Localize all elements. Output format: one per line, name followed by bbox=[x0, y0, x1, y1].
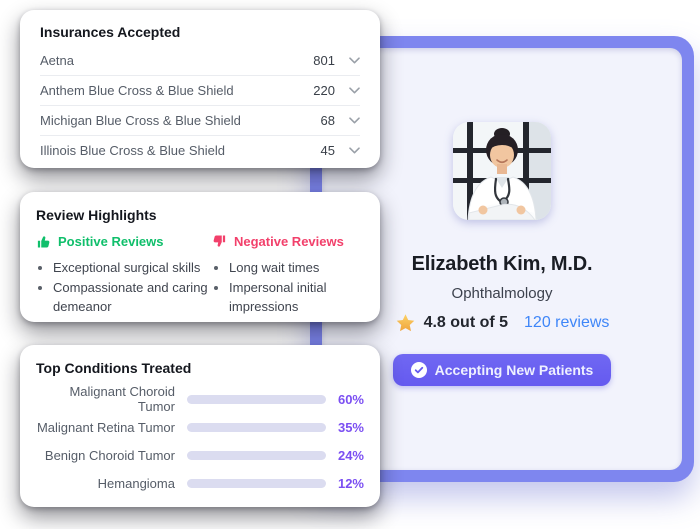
condition-percent: 12% bbox=[337, 475, 364, 491]
reviews-link[interactable]: 120 reviews bbox=[524, 314, 610, 331]
insurance-name: Anthem Blue Cross & Blue Shield bbox=[40, 83, 234, 98]
thumbs-down-icon bbox=[213, 235, 226, 247]
positive-review-list: Exceptional surgical skills Compassionat… bbox=[36, 258, 212, 317]
condition-percent: 24% bbox=[337, 447, 364, 463]
insurance-row-michigan[interactable]: Michigan Blue Cross & Blue Shield 68 bbox=[40, 105, 360, 135]
insurances-accepted-card: Insurances Accepted Aetna 801 Anthem Blu… bbox=[20, 10, 380, 168]
review-columns: Positive Reviews Exceptional surgical sk… bbox=[36, 234, 364, 317]
rating-value: 4.8 out of 5 bbox=[423, 314, 509, 331]
check-circle-icon bbox=[410, 362, 427, 378]
chevron-down-icon[interactable] bbox=[349, 56, 360, 64]
insurances-title: Insurances Accepted bbox=[40, 24, 181, 40]
negative-review-item: Impersonal initial impressions bbox=[229, 278, 364, 317]
condition-row: Benign Choroid Tumor 24% bbox=[36, 441, 364, 469]
top-conditions-title: Top Conditions Treated bbox=[36, 360, 192, 376]
thumbs-up-icon bbox=[37, 236, 50, 248]
condition-row: Malignant Choroid Tumor 60% bbox=[36, 384, 364, 414]
positive-reviews-label: Positive Reviews bbox=[58, 234, 164, 249]
condition-percent: 35% bbox=[337, 419, 364, 435]
profile-card: Elizabeth Kim, M.D. Ophthalmology 4.8 ou… bbox=[322, 48, 682, 470]
insurance-name: Illinois Blue Cross & Blue Shield bbox=[40, 143, 225, 158]
condition-label: Benign Choroid Tumor bbox=[44, 447, 175, 463]
positive-review-item: Exceptional surgical skills bbox=[53, 258, 212, 278]
insurance-row-aetna[interactable]: Aetna 801 bbox=[40, 45, 360, 75]
insurance-count: 801 bbox=[313, 52, 335, 68]
negative-reviews-label: Negative Reviews bbox=[234, 234, 344, 249]
rating-row: 4.8 out of 5 120 reviews bbox=[395, 313, 610, 333]
insurance-row-illinois[interactable]: Illinois Blue Cross & Blue Shield 45 bbox=[40, 135, 360, 165]
doctor-photo-illustration bbox=[453, 122, 551, 220]
insurance-row-anthem[interactable]: Anthem Blue Cross & Blue Shield 220 bbox=[40, 75, 360, 105]
positive-reviews-header: Positive Reviews bbox=[36, 234, 212, 249]
accepting-new-patients-button[interactable]: Accepting New Patients bbox=[392, 354, 612, 386]
chevron-down-icon[interactable] bbox=[349, 147, 360, 154]
insurance-count: 68 bbox=[320, 113, 335, 128]
insurance-list: Aetna 801 Anthem Blue Cross & Blue Shiel… bbox=[40, 45, 360, 165]
accepting-new-patients-label: Accepting New Patients bbox=[434, 362, 594, 378]
insurance-name: Aetna bbox=[40, 52, 74, 68]
condition-bar-track bbox=[186, 394, 326, 404]
positive-reviews-column: Positive Reviews Exceptional surgical sk… bbox=[36, 234, 212, 317]
negative-reviews-column: Negative Reviews Long wait times Imperso… bbox=[212, 234, 364, 317]
conditions-bar-chart: Malignant Choroid Tumor 60% Malignant Re… bbox=[36, 384, 364, 497]
condition-bar-track bbox=[186, 422, 326, 432]
review-highlights-title: Review Highlights bbox=[36, 207, 157, 223]
condition-label: Hemangioma bbox=[97, 475, 175, 491]
negative-review-list: Long wait times Impersonal initial impre… bbox=[212, 258, 364, 317]
negative-reviews-header: Negative Reviews bbox=[212, 234, 364, 249]
star-icon bbox=[396, 314, 414, 332]
top-conditions-card: Top Conditions Treated Malignant Choroid… bbox=[20, 345, 380, 507]
condition-bar-track bbox=[186, 478, 326, 488]
chevron-down-icon[interactable] bbox=[349, 87, 360, 94]
positive-review-item: Compassionate and caring demeanor bbox=[53, 278, 212, 317]
profile-card-frame: Elizabeth Kim, M.D. Ophthalmology 4.8 ou… bbox=[310, 36, 694, 482]
insurance-name: Michigan Blue Cross & Blue Shield bbox=[40, 113, 241, 128]
condition-label: Malignant Retina Tumor bbox=[36, 419, 175, 435]
doctor-name: Elizabeth Kim, M.D. bbox=[411, 253, 593, 275]
insurance-count: 45 bbox=[320, 143, 335, 158]
chevron-down-icon[interactable] bbox=[349, 117, 360, 124]
negative-review-item: Long wait times bbox=[229, 258, 364, 278]
condition-bar-track bbox=[186, 450, 326, 460]
condition-row: Hemangioma 12% bbox=[36, 469, 364, 497]
condition-row: Malignant Retina Tumor 35% bbox=[36, 413, 364, 441]
doctor-specialty: Ophthalmology bbox=[451, 285, 553, 302]
condition-percent: 60% bbox=[337, 391, 364, 407]
doctor-photo bbox=[453, 122, 551, 220]
condition-label: Malignant Choroid Tumor bbox=[69, 384, 175, 414]
review-highlights-card: Review Highlights Positive Reviews Excep… bbox=[20, 192, 380, 322]
insurance-count: 220 bbox=[313, 83, 335, 98]
